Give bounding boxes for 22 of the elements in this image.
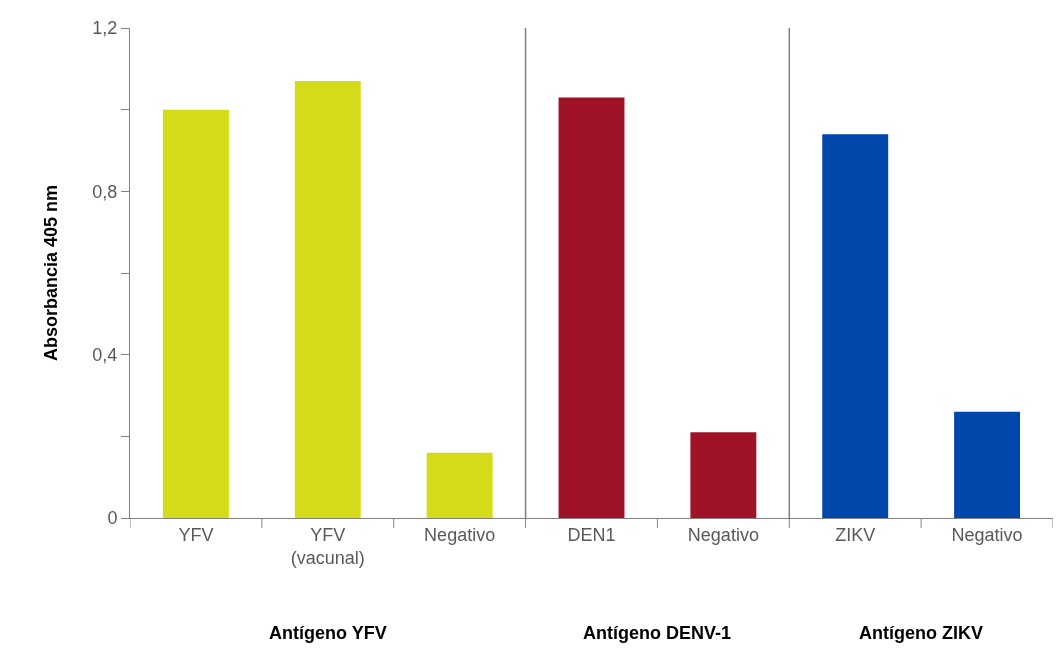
- bar: [954, 411, 1021, 518]
- text: Antígeno YFV: [269, 623, 387, 643]
- y-axis-title: Absorbancia 405 nm: [40, 184, 61, 362]
- x-tick-label: YFV: [178, 524, 214, 545]
- x-tick-label: Negativo: [951, 524, 1023, 545]
- y-tick-label: 0,8: [92, 181, 118, 202]
- bar: [294, 81, 361, 518]
- bar: [558, 97, 625, 518]
- y-tick-label: 0: [107, 508, 118, 529]
- bar: [690, 432, 757, 518]
- text: Antígeno ZIKV: [859, 623, 983, 643]
- x-tick-label: Negativo: [424, 524, 496, 545]
- y-tick-label: 1,2: [92, 18, 118, 39]
- bar: [162, 109, 229, 518]
- x-tick-label: DEN1: [567, 524, 616, 545]
- bar: [426, 452, 493, 518]
- bar: [822, 134, 889, 518]
- x-tick-label: Negativo: [687, 524, 759, 545]
- x-tick-label: YFV (vacunal): [290, 524, 365, 568]
- x-tick-label: ZIKV: [835, 524, 876, 545]
- y-tick-label: 0,4: [92, 344, 118, 365]
- text: Antígeno DENV-1: [583, 623, 732, 643]
